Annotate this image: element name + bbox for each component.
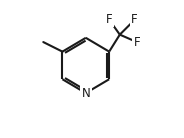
Text: N: N bbox=[82, 87, 90, 100]
Text: F: F bbox=[133, 36, 140, 49]
Text: F: F bbox=[131, 13, 138, 26]
Text: F: F bbox=[106, 13, 112, 26]
